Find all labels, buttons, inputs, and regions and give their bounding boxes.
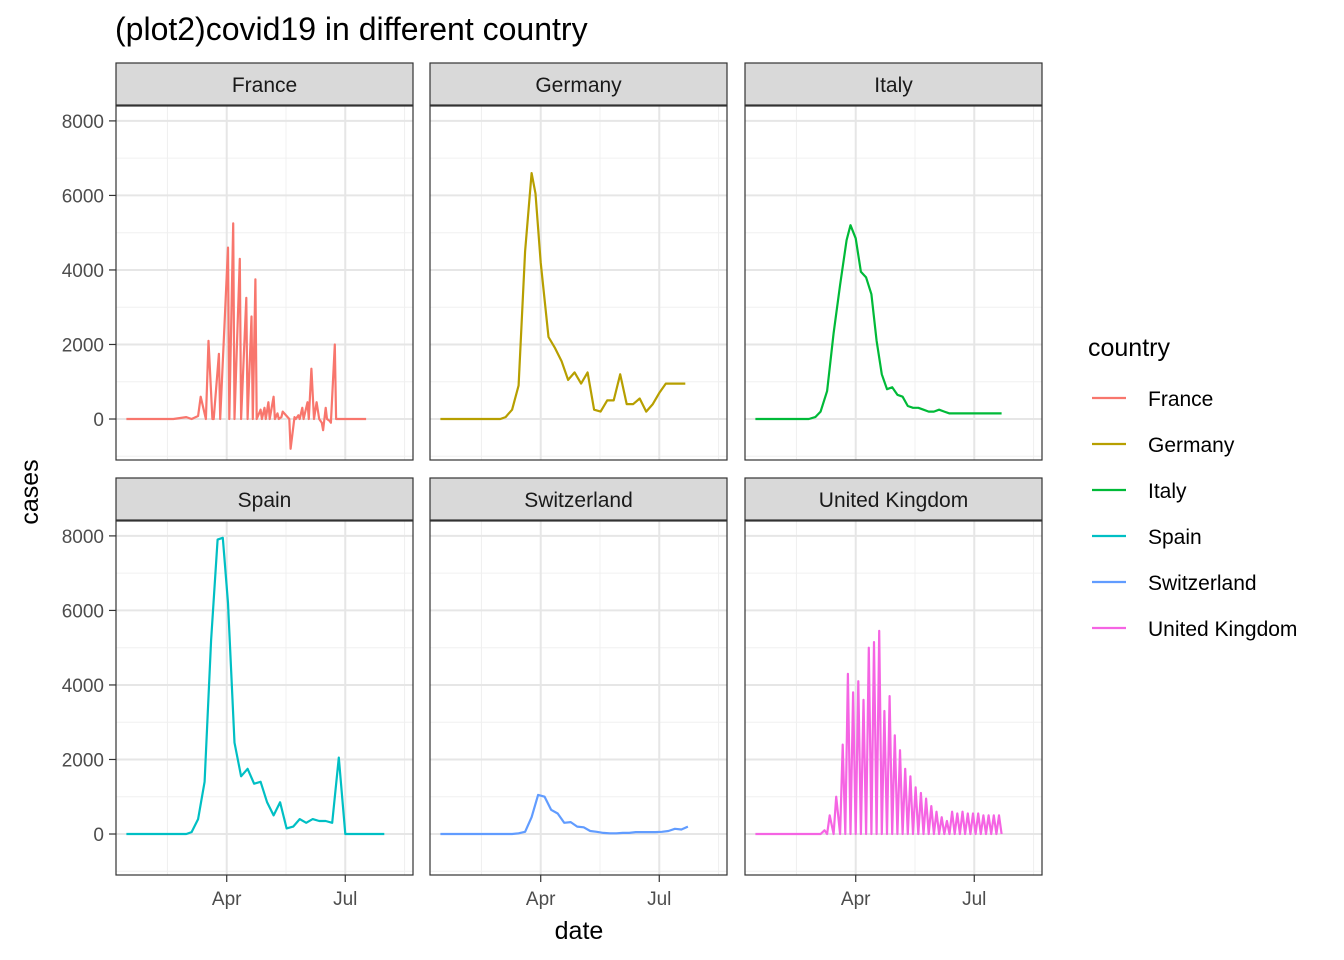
- strip-label-france: France: [232, 74, 297, 97]
- strip-background: [429, 477, 728, 521]
- panel-background: [116, 521, 413, 875]
- legend-label-france: France: [1148, 388, 1213, 411]
- strip-label-germany: Germany: [535, 74, 622, 97]
- legend-label-italy: Italy: [1148, 480, 1187, 503]
- facet-panels: France 0 2000 4000 6000 8000 Germany Italy Spain…: [62, 62, 1043, 910]
- facet-france: France 0 2000 4000 6000 8000: [62, 62, 414, 461]
- panel-border: [115, 520, 414, 876]
- legend-label-switzerland: Switzerland: [1148, 572, 1257, 595]
- y-tick-label: 0: [93, 825, 104, 846]
- strip-background: [744, 62, 1043, 106]
- y-tick-label: 0: [93, 410, 104, 431]
- x-tick-label: Apr: [841, 889, 871, 910]
- strip-label-switzerland: Switzerland: [524, 489, 633, 512]
- y-tick-label: 2000: [62, 335, 104, 356]
- strip-background: [429, 62, 728, 106]
- panel-border: [744, 520, 1043, 876]
- series-line-france: [126, 222, 367, 450]
- panel-border: [115, 105, 414, 461]
- legend-label-spain: Spain: [1148, 526, 1202, 549]
- series-line-germany: [440, 172, 686, 421]
- x-tick-label: Apr: [212, 889, 242, 910]
- x-axis-title: date: [555, 917, 604, 945]
- series-line-united-kingdom: [755, 629, 1003, 836]
- strip-label-spain: Spain: [238, 489, 292, 512]
- y-axis-title: cases: [16, 459, 44, 524]
- series-line-italy: [755, 224, 1002, 421]
- panel-border: [744, 105, 1043, 461]
- y-tick-label: 8000: [62, 112, 104, 133]
- panel-background: [430, 521, 727, 875]
- strip-background: [115, 477, 414, 521]
- legend-title: country: [1088, 334, 1170, 362]
- facet-spain: Spain 0 2000 4000 6000 8000 Apr Jul: [62, 477, 414, 910]
- legend-label-germany: Germany: [1148, 434, 1235, 457]
- legend-label-united-kingdom: United Kingdom: [1148, 618, 1297, 641]
- x-tick-label: Jul: [962, 889, 986, 910]
- facet-united-kingdom: United Kingdom Apr Jul: [744, 477, 1043, 910]
- y-tick-label: 4000: [62, 261, 104, 282]
- panel-border: [429, 105, 728, 461]
- y-tick-label: 6000: [62, 601, 104, 622]
- panel-border: [429, 520, 728, 876]
- facet-italy: Italy: [744, 62, 1043, 461]
- x-tick-label: Jul: [333, 889, 357, 910]
- panel-background: [116, 106, 413, 460]
- y-tick-label: 8000: [62, 527, 104, 548]
- strip-background: [115, 62, 414, 106]
- series-line-switzerland: [440, 793, 689, 836]
- facet-germany: Germany: [429, 62, 728, 461]
- series-line-spain: [126, 536, 385, 836]
- y-tick-label: 6000: [62, 186, 104, 207]
- strip-label-united-kingdom: United Kingdom: [819, 489, 968, 512]
- x-tick-label: Jul: [647, 889, 671, 910]
- strip-label-italy: Italy: [874, 74, 913, 97]
- strip-background: [744, 477, 1043, 521]
- chart-title: (plot2)covid19 in different country: [115, 11, 588, 47]
- panel-background: [430, 106, 727, 460]
- y-tick-label: 2000: [62, 750, 104, 771]
- y-tick-label: 4000: [62, 676, 104, 697]
- facet-switzerland: Switzerland Apr Jul: [429, 477, 728, 910]
- x-tick-label: Apr: [526, 889, 556, 910]
- panel-background: [745, 106, 1042, 460]
- legend: country France Germany Italy Spain Switzerla…: [1088, 334, 1297, 641]
